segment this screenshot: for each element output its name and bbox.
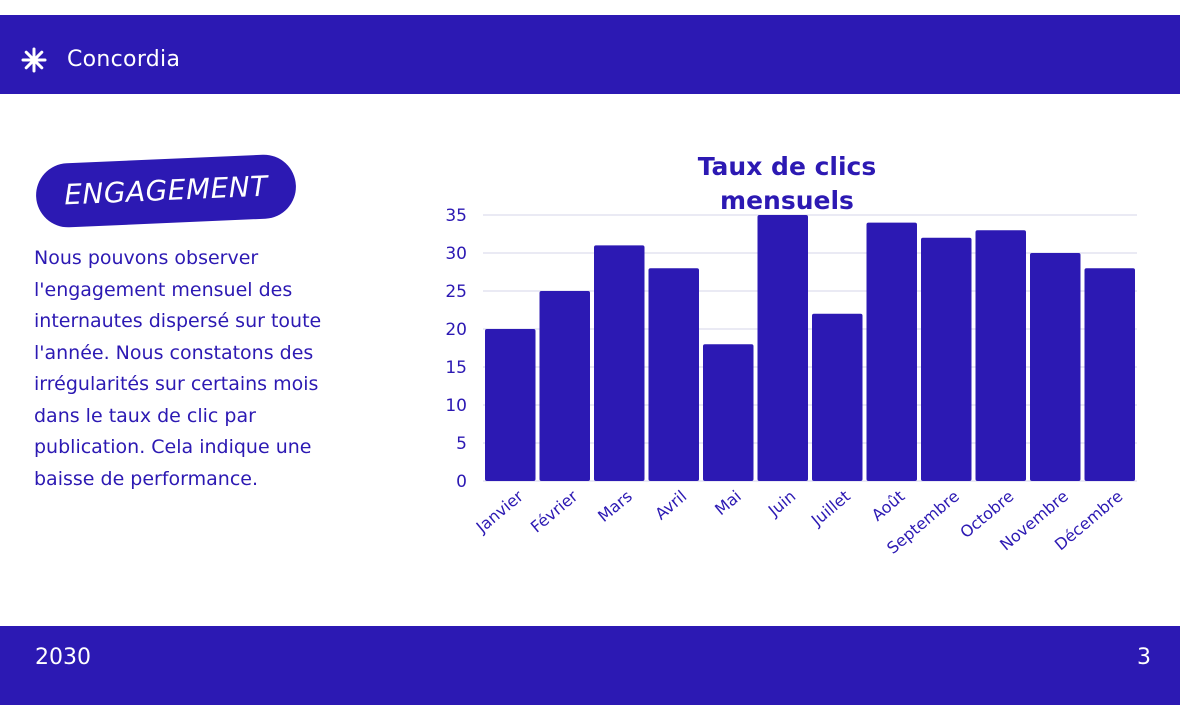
x-tick-label: Février <box>527 486 582 536</box>
page-number: 3 <box>1137 645 1151 670</box>
bar-octobre <box>975 230 1026 481</box>
bar-février <box>539 291 590 481</box>
header-bar <box>0 15 1180 94</box>
x-tick-label: Août <box>868 487 908 525</box>
bar-novembre <box>1030 253 1081 481</box>
x-tick-label: Mars <box>594 487 636 526</box>
y-tick-label: 0 <box>456 472 467 492</box>
chart-title: Taux de clics mensuels <box>697 152 877 215</box>
bar-août <box>866 222 917 481</box>
bar-janvier <box>485 329 536 481</box>
section-description: Nous pouvons observer l'engagement mensu… <box>34 247 322 490</box>
y-tick-label: 10 <box>445 396 467 416</box>
x-tick-label: Janvier <box>472 486 527 537</box>
x-tick-label: Avril <box>651 487 690 524</box>
bar-mai <box>703 344 754 481</box>
bar-septembre <box>921 237 972 481</box>
bar-juin <box>757 215 808 481</box>
x-tick-label: Juin <box>764 487 800 521</box>
y-tick-label: 15 <box>445 358 467 378</box>
y-tick-label: 25 <box>445 282 467 302</box>
bar-mars <box>594 245 645 481</box>
y-tick-label: 35 <box>445 206 467 226</box>
bar-juillet <box>812 313 863 481</box>
y-tick-label: 20 <box>445 320 467 340</box>
y-tick-label: 5 <box>456 434 467 454</box>
bar-avril <box>648 268 699 481</box>
x-tick-label: Juillet <box>807 487 854 531</box>
footer-bar <box>0 626 1180 705</box>
x-tick-label: Mai <box>711 487 745 520</box>
bar-décembre <box>1084 268 1135 481</box>
y-tick-label: 30 <box>445 244 467 264</box>
footer-year: 2030 <box>35 645 91 670</box>
asterisk-icon <box>21 47 47 73</box>
brand-name: Concordia <box>67 47 181 72</box>
